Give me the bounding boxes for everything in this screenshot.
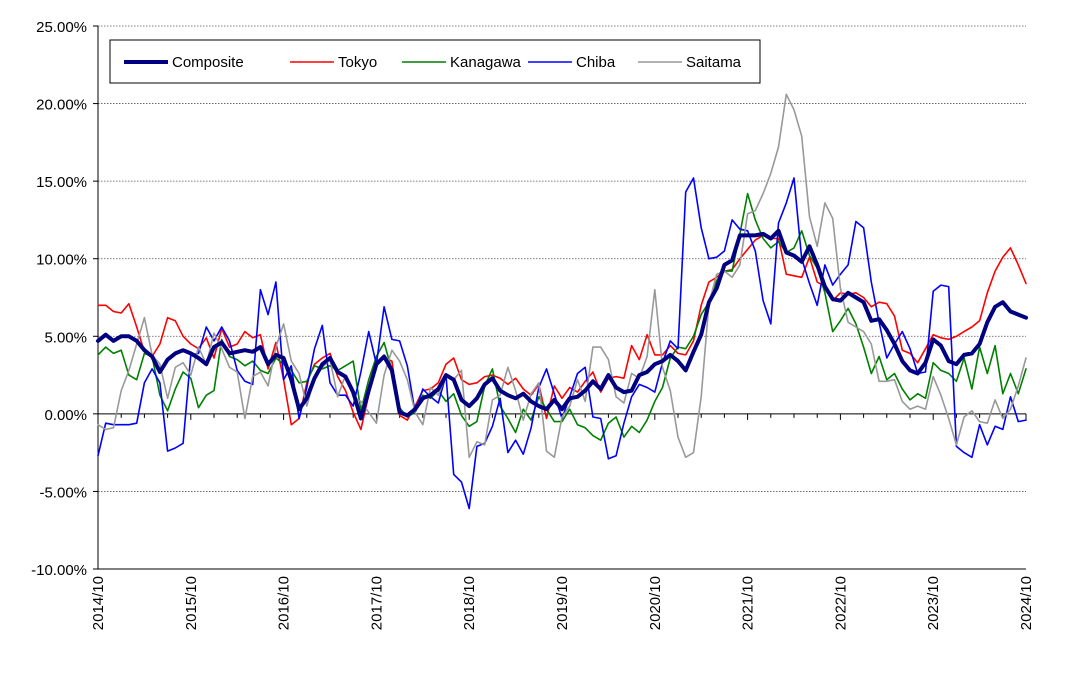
x-tick-label: 2024/10 — [1018, 576, 1035, 630]
x-tick-label: 2021/10 — [740, 576, 757, 630]
series-line-kanagawa — [97, 192, 1027, 441]
legend-label-tokyo: Tokyo — [338, 54, 377, 71]
y-tick-label: 15.00% — [36, 174, 87, 191]
x-tick-label: 2014/10 — [90, 576, 107, 630]
x-tick-label: 2015/10 — [183, 576, 200, 630]
x-tick-label: 2017/10 — [368, 576, 385, 630]
x-tick-label: 2023/10 — [925, 576, 942, 630]
legend-label-kanagawa: Kanagawa — [450, 54, 522, 71]
series-lines — [96, 93, 1028, 510]
legend-label-composite: Composite — [172, 54, 244, 71]
x-tick-label: 2018/10 — [461, 576, 478, 630]
x-tick-label: 2020/10 — [647, 576, 664, 630]
x-tick-label: 2019/10 — [554, 576, 571, 630]
series-line-composite — [96, 228, 1028, 421]
legend-label-chiba: Chiba — [576, 54, 616, 71]
y-tick-label: 5.00% — [44, 329, 87, 346]
axes — [93, 25, 1027, 570]
y-tick-label: 10.00% — [36, 252, 87, 269]
gridlines — [98, 25, 1026, 570]
x-tick-label: 2016/10 — [276, 576, 293, 630]
x-tick-label: 2022/10 — [832, 576, 849, 630]
legend: Composite Tokyo Kanagawa Chiba Saitama — [109, 39, 761, 84]
y-tick-label: 0.00% — [44, 407, 87, 424]
y-tick-labels: 25.00% 20.00% 15.00% 10.00% 5.00% 0.00% -5.00%… — [31, 19, 87, 579]
y-tick-label: -5.00% — [39, 484, 87, 501]
y-tick-label: -10.00% — [31, 562, 87, 579]
series-line-saitama — [97, 93, 1027, 459]
legend-label-saitama: Saitama — [686, 54, 742, 71]
x-tick-labels: 2014/10 2015/10 2016/10 2017/10 2018/10 2019/… — [90, 576, 1035, 630]
series-line-tokyo — [97, 234, 1027, 431]
y-tick-label: 25.00% — [36, 19, 87, 36]
y-tick-label: 20.00% — [36, 97, 87, 114]
